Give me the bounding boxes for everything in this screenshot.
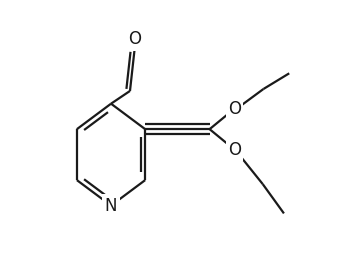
Text: O: O	[228, 99, 241, 118]
Text: O: O	[228, 141, 241, 159]
Text: N: N	[105, 196, 117, 215]
Text: O: O	[128, 30, 141, 48]
